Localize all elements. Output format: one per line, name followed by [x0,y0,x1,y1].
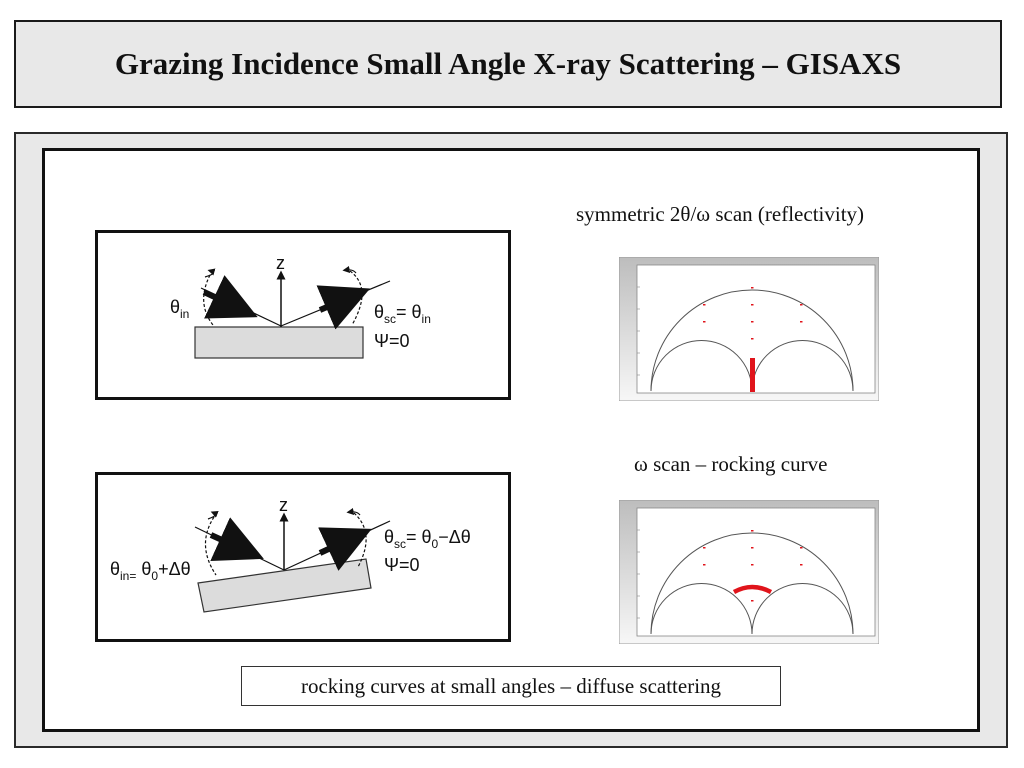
title-bar: Grazing Incidence Small Angle X-ray Scat… [14,20,1002,108]
incident-beam-arrow [202,275,258,319]
symmetric-geometry-diagram: z θin θsc= θin Ψ=0 [95,230,511,400]
psi-label: Ψ=0 [384,555,420,575]
scatter-angle-arc [349,270,363,326]
incidence-angle-arc [203,274,214,326]
reflectivity-scan-map [618,256,880,402]
reflectivity-map-svg [618,256,880,402]
symmetric-geometry-svg: z θin θsc= θin Ψ=0 [170,253,431,359]
rocking-map-svg [618,499,880,645]
reflectivity-scan-path [750,358,755,392]
theta-sc-label: θsc= θ0−Δθ [384,527,471,551]
incidence-angle-icon [204,268,216,278]
rocking-scan-map [618,499,880,645]
incident-beam-arrow [209,517,264,561]
rocking-geometry-diagram: z θin= θ0+Δθ θsc= θ0−Δθ Ψ=0 [95,472,511,642]
rocking-geometry-svg: z θin= θ0+Δθ θsc= θ0−Δθ Ψ=0 [110,495,471,613]
z-axis-label: z [276,253,285,273]
diffuse-scattering-text: rocking curves at small angles – diffuse… [300,673,722,698]
theta-in-label: θin= θ0+Δθ [110,559,191,583]
incidence-angle-icon [207,510,219,520]
scatter-angle-icon [346,507,361,516]
sample-block [194,326,364,359]
scattered-beam-arrow [318,527,372,571]
theta-sc-label: θsc= θin [374,302,431,326]
tilted-sample-block [197,558,372,613]
rocking-curve-caption: ω scan – rocking curve [634,452,828,476]
slide-title: Grazing Incidence Small Angle X-ray Scat… [114,46,902,81]
diffuse-scattering-label: rocking curves at small angles – diffuse… [241,666,781,706]
psi-label: Ψ=0 [374,331,410,351]
scattered-beam-arrow [316,285,371,330]
z-axis-label: z [279,495,288,515]
scatter-angle-arc [353,512,367,568]
rocking-scan-path [732,584,773,595]
scatter-angle-icon [342,265,357,274]
reflectivity-caption: symmetric 2θ/ω scan (reflectivity) [576,202,865,226]
theta-in-label: θin [170,297,189,321]
incidence-angle-arc [204,516,217,576]
